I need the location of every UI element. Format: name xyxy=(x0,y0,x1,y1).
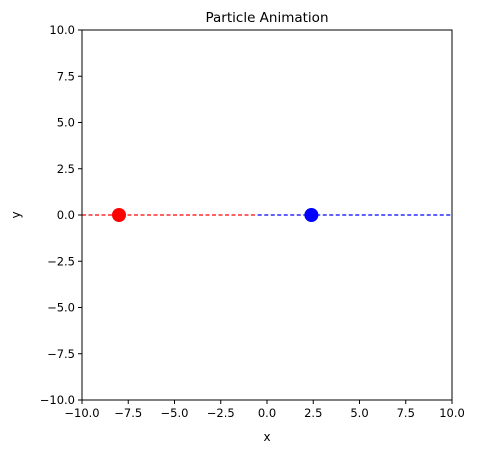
x-axis-label: x xyxy=(263,430,270,444)
particle-marker-1 xyxy=(304,208,319,222)
y-tick-label: 2.5 xyxy=(57,162,75,176)
x-tick-label: 0.0 xyxy=(258,406,276,420)
x-tick-label: −10.0 xyxy=(64,406,99,420)
x-tick-label: 10.0 xyxy=(439,406,465,420)
y-tick-label: 10.0 xyxy=(49,23,75,37)
y-axis-label: y xyxy=(9,211,23,218)
y-tick-label: 7.5 xyxy=(57,69,75,83)
plot-area xyxy=(82,208,452,222)
y-tick-label: 5.0 xyxy=(57,116,75,130)
x-tick-label: −7.5 xyxy=(114,406,142,420)
x-tick-label: −2.5 xyxy=(207,406,235,420)
y-tick-label: −5.0 xyxy=(47,301,75,315)
x-tick-label: 2.5 xyxy=(304,406,322,420)
x-tick-label: 7.5 xyxy=(397,406,415,420)
particle-marker-0 xyxy=(112,208,126,222)
y-tick-label: −7.5 xyxy=(47,347,75,361)
axis-ticks: −10.0 −7.5 −5.0 −2.5 0.0 2.5 5.0 7.5 10.0 −10.0 −7… xyxy=(40,23,465,420)
y-tick-label: −10.0 xyxy=(40,393,75,407)
x-tick-label: −5.0 xyxy=(161,406,189,420)
y-tick-label: 0.0 xyxy=(57,208,75,222)
chart-title: Particle Animation xyxy=(206,10,329,26)
y-tick-label: −2.5 xyxy=(47,254,75,268)
x-tick-label: 5.0 xyxy=(350,406,368,420)
